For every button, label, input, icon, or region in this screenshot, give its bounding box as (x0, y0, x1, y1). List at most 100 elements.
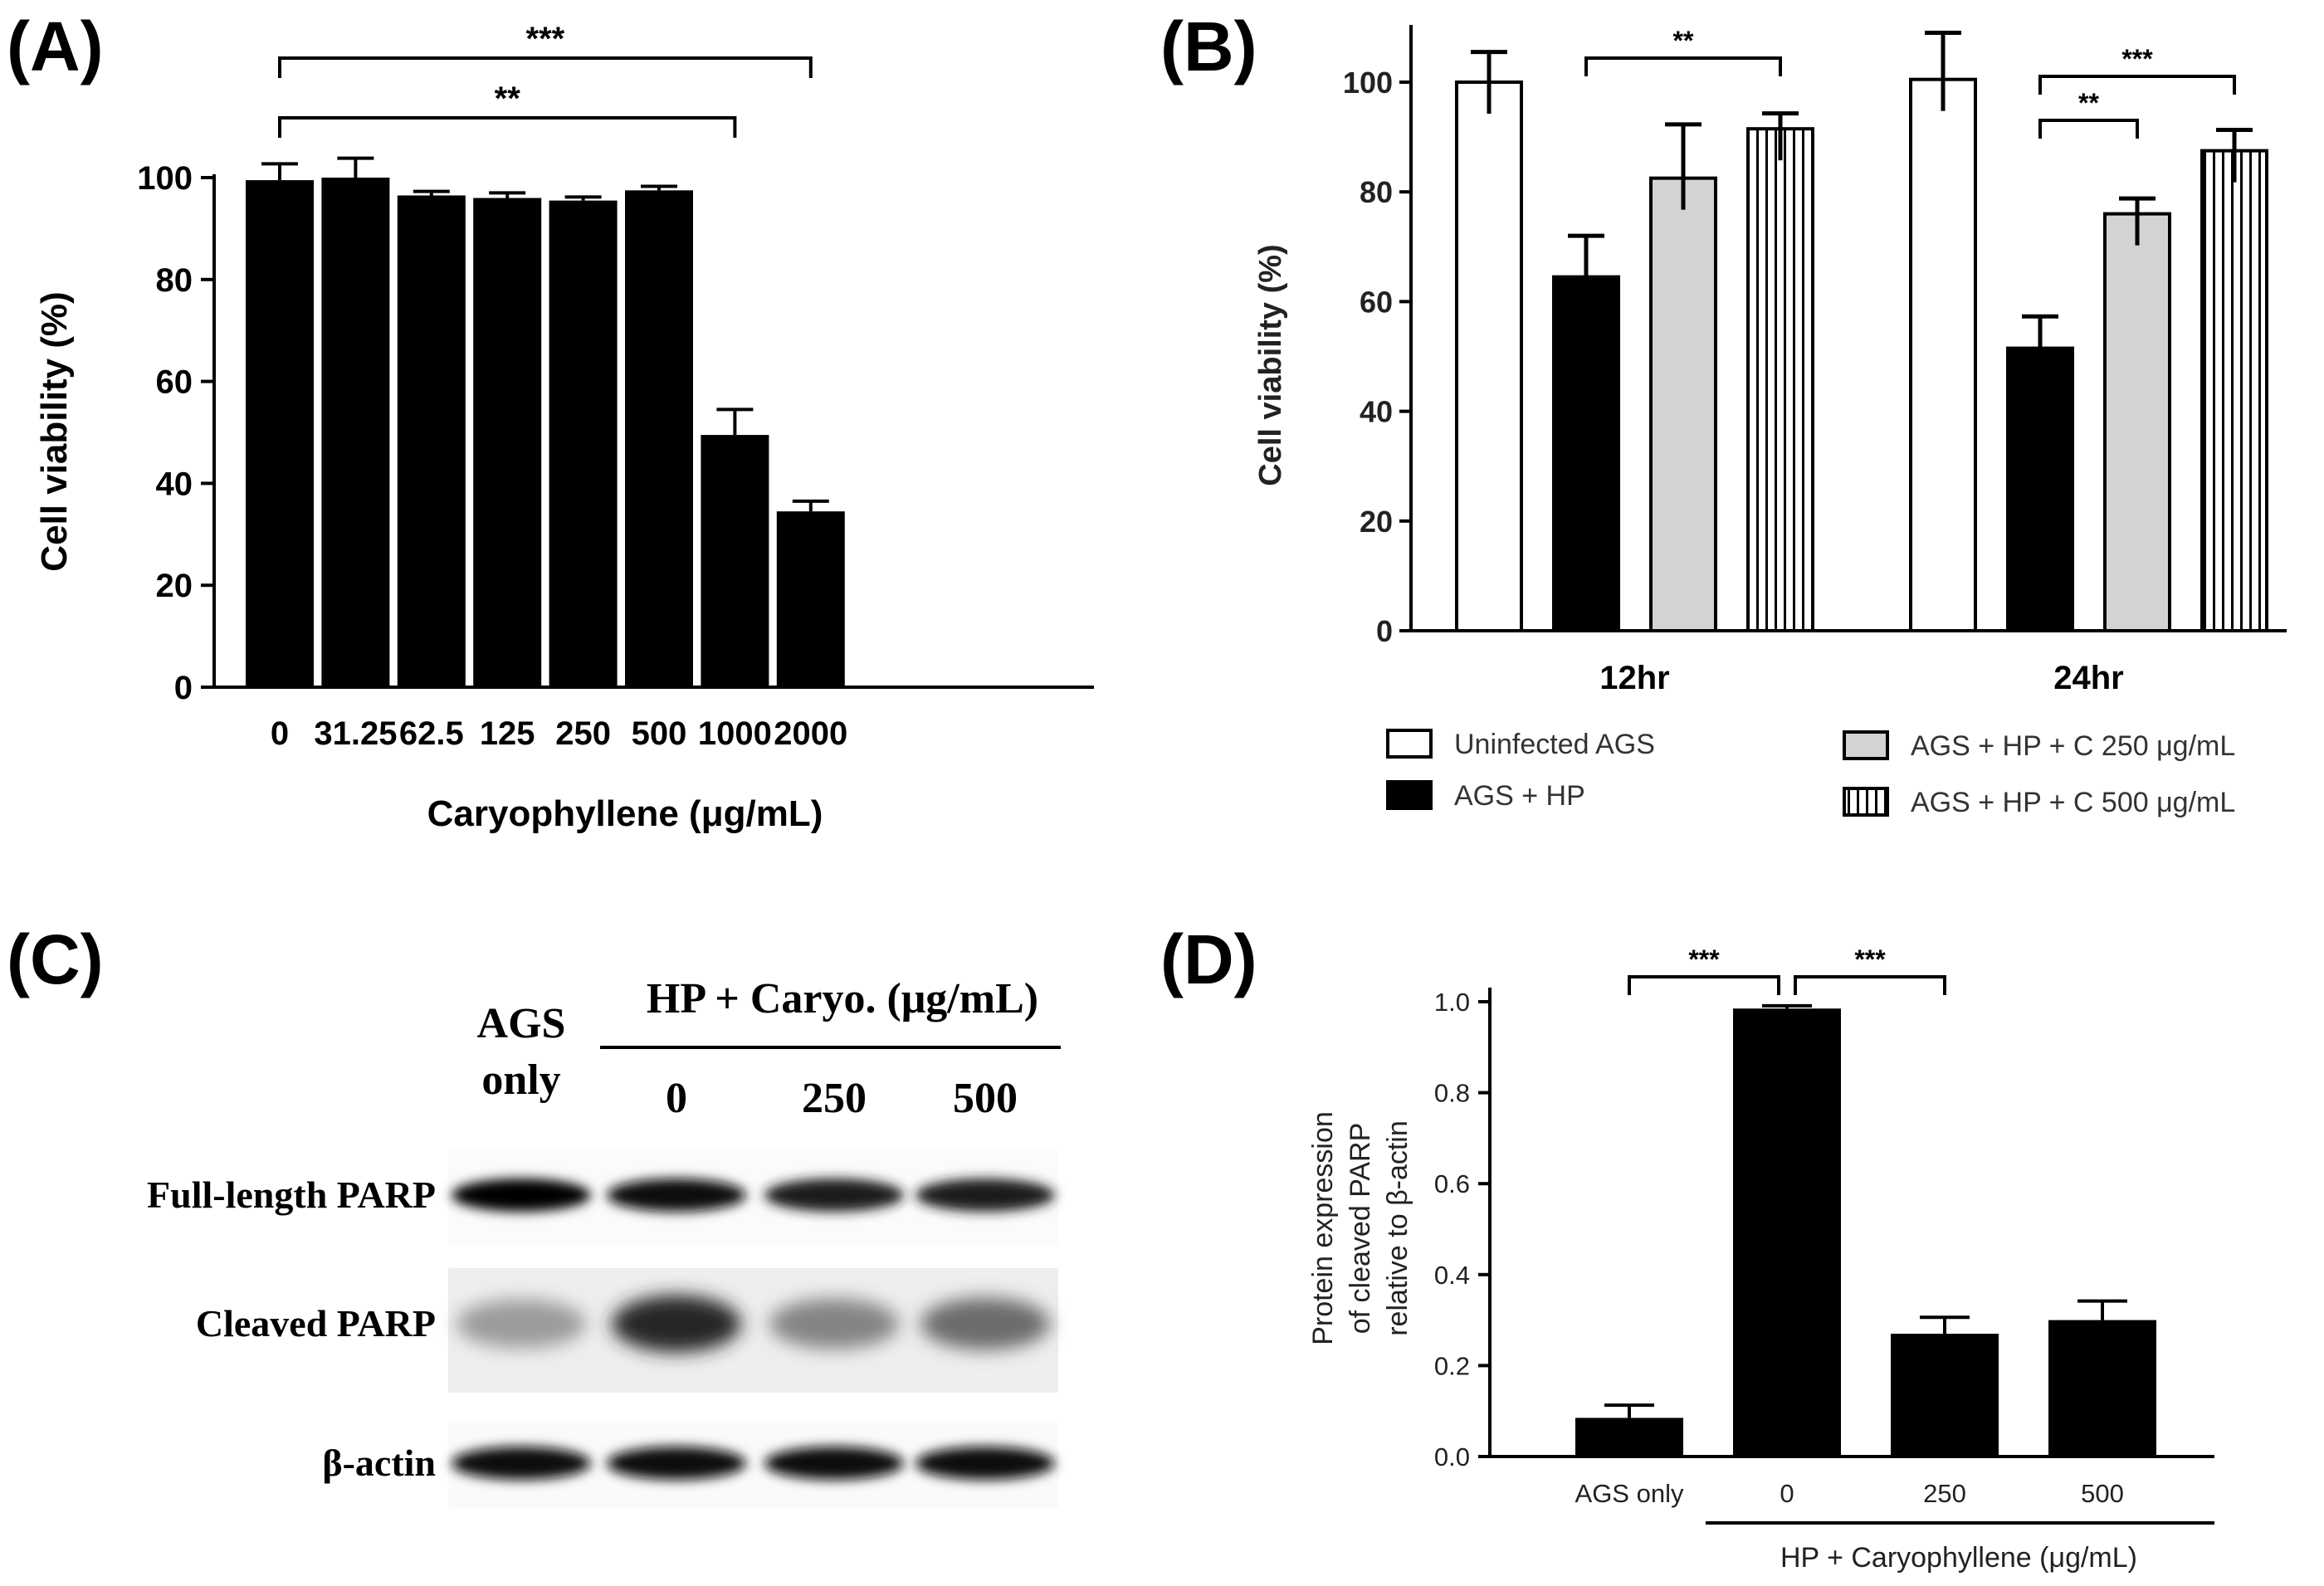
a-bar (776, 511, 845, 687)
wb-row-label: Full-length PARP (147, 1174, 436, 1216)
b-ytick-label: 20 (1360, 505, 1393, 539)
panel-c: (C) AGS only HP + Caryo. (μg/mL) 0 250 500… (7, 920, 1061, 1508)
panel-a-y-ticks: 0 20 40 60 80 100 (137, 160, 214, 706)
wb-row-label: Cleaved PARP (196, 1302, 436, 1344)
panel-a: (A) 0 20 40 60 80 100 0 31.25 62.5 125 250 500 1000… (7, 7, 1094, 834)
d-ytick-label: 0.2 (1434, 1351, 1470, 1380)
d-sig-1-bracket (1628, 975, 1780, 995)
b-bar (1552, 275, 1620, 632)
wb-band (607, 1447, 746, 1480)
b-bar (2103, 212, 2171, 632)
panel-b-bars (1455, 31, 2268, 633)
a-xtick-label: 0 (271, 715, 289, 752)
panel-b-y-label: Cell viability (%) (1253, 244, 1288, 486)
wb-lane-label: 500 (953, 1075, 1018, 1122)
panel-b-label: (B) (1160, 7, 1257, 85)
b-xtick-label: 24hr (2053, 660, 2124, 696)
b-bar (1909, 77, 1977, 632)
a-xtick-label: 31.25 (314, 715, 397, 752)
a-xtick-label: 500 (632, 715, 687, 752)
panel-d-label: (D) (1160, 920, 1257, 998)
wb-rows: Full-length PARP Cleaved PARP β-actin (147, 1149, 1058, 1508)
panel-d-significance: *** *** (1628, 944, 1946, 995)
wb-band (452, 1179, 591, 1212)
wb-row-label: β-actin (322, 1442, 436, 1484)
legend-swatch-c250 (1843, 730, 1889, 760)
d-bar (1891, 1334, 1999, 1457)
b-bar (1746, 127, 1814, 632)
a-bar (397, 195, 466, 688)
a-ytick-label: 100 (137, 160, 193, 197)
b-bar (2006, 346, 2074, 632)
panel-a-y-label: Cell viability (%) (34, 291, 75, 571)
legend-label-c250: AGS + HP + C 250 μg/mL (1911, 730, 2235, 762)
a-bar (246, 180, 314, 687)
a-sig-1-label: ** (495, 81, 521, 117)
panel-d-y-ticks: 0.0 0.2 0.4 0.6 0.8 1.0 (1434, 988, 1490, 1471)
wb-band (612, 1295, 741, 1353)
d-xtick-label: AGS only (1575, 1479, 1684, 1508)
a-sig-2-bracket (278, 56, 813, 78)
d-ytick-label: 1.0 (1434, 988, 1470, 1017)
b-sig-2-bracket (2038, 119, 2139, 139)
b-sig-1-bracket (1584, 56, 1782, 76)
a-ytick-label: 20 (156, 568, 193, 604)
a-ytick-label: 0 (174, 670, 193, 706)
d-bar (1575, 1418, 1683, 1457)
panel-b-significance: ******* (1584, 26, 2236, 139)
a-xtick-label: 125 (480, 715, 535, 752)
panel-b-x-ticks: 12hr 24hr (1599, 660, 2124, 696)
a-bar (701, 435, 769, 687)
a-ytick-label: 80 (156, 262, 193, 299)
b-ytick-label: 60 (1360, 285, 1393, 319)
wb-band (456, 1299, 586, 1349)
d-xtick-label: 500 (2081, 1479, 2124, 1508)
legend-label-uninfected: Uninfected AGS (1454, 729, 1655, 760)
b-ytick-label: 40 (1360, 395, 1393, 429)
legend-label-c500: AGS + HP + C 500 μg/mL (1911, 787, 2235, 818)
a-bar (473, 198, 542, 687)
wb-lane-label: 0 (666, 1075, 687, 1122)
panel-d-y-label-line1: Protein expression (1307, 1111, 1339, 1345)
b-ytick-label: 100 (1343, 66, 1393, 100)
d-bar (2048, 1320, 2156, 1457)
a-xtick-label: 1000 (698, 715, 772, 752)
legend-swatch-hp (1386, 780, 1433, 810)
wb-band (920, 1297, 1050, 1350)
panel-b-legend: Uninfected AGS AGS + HP AGS + HP + C 250… (1386, 729, 2235, 818)
d-ytick-label: 0.0 (1434, 1442, 1470, 1471)
d-ytick-label: 0.8 (1434, 1079, 1470, 1108)
wb-band (915, 1447, 1055, 1480)
a-ytick-label: 60 (156, 364, 193, 401)
b-xtick-label: 12hr (1599, 660, 1670, 696)
panel-d-group-label: HP + Caryophyllene (μg/mL) (1780, 1542, 2137, 1574)
a-bar (625, 190, 693, 688)
panel-a-bars (246, 156, 845, 688)
a-ytick-label: 40 (156, 466, 193, 502)
panel-d-y-label-line2: of cleaved PARP (1345, 1123, 1376, 1335)
b-sig-2-label: ** (2078, 88, 2099, 118)
a-bar (549, 200, 618, 687)
a-bar (321, 178, 390, 687)
panel-d-y-label-line3: relative to β-actin (1382, 1120, 1413, 1336)
b-bar (1455, 81, 1523, 632)
panel-d-x-ticks: AGS only 0 250 500 (1575, 1479, 2124, 1508)
wb-band (764, 1179, 904, 1212)
d-xtick-label: 0 (1780, 1479, 1794, 1508)
legend-swatch-uninfected (1386, 729, 1433, 759)
panel-b-y-ticks: 0 20 40 60 80 100 (1343, 66, 1411, 648)
panel-a-label: (A) (7, 7, 104, 85)
b-ytick-label: 0 (1376, 614, 1393, 648)
a-xtick-label: 62.5 (399, 715, 464, 752)
d-ytick-label: 0.6 (1434, 1169, 1470, 1198)
wb-header-ags-line2: only (481, 1057, 560, 1104)
a-sig-2-label: *** (526, 21, 565, 57)
a-xtick-label: 2000 (774, 715, 847, 752)
b-sig-3-bracket (2038, 75, 2236, 95)
legend-swatch-c500 (1843, 787, 1889, 817)
wb-band (915, 1179, 1055, 1212)
wb-band (607, 1179, 746, 1212)
panel-c-label: (C) (7, 920, 104, 998)
panel-d-bars (1575, 1003, 2156, 1457)
